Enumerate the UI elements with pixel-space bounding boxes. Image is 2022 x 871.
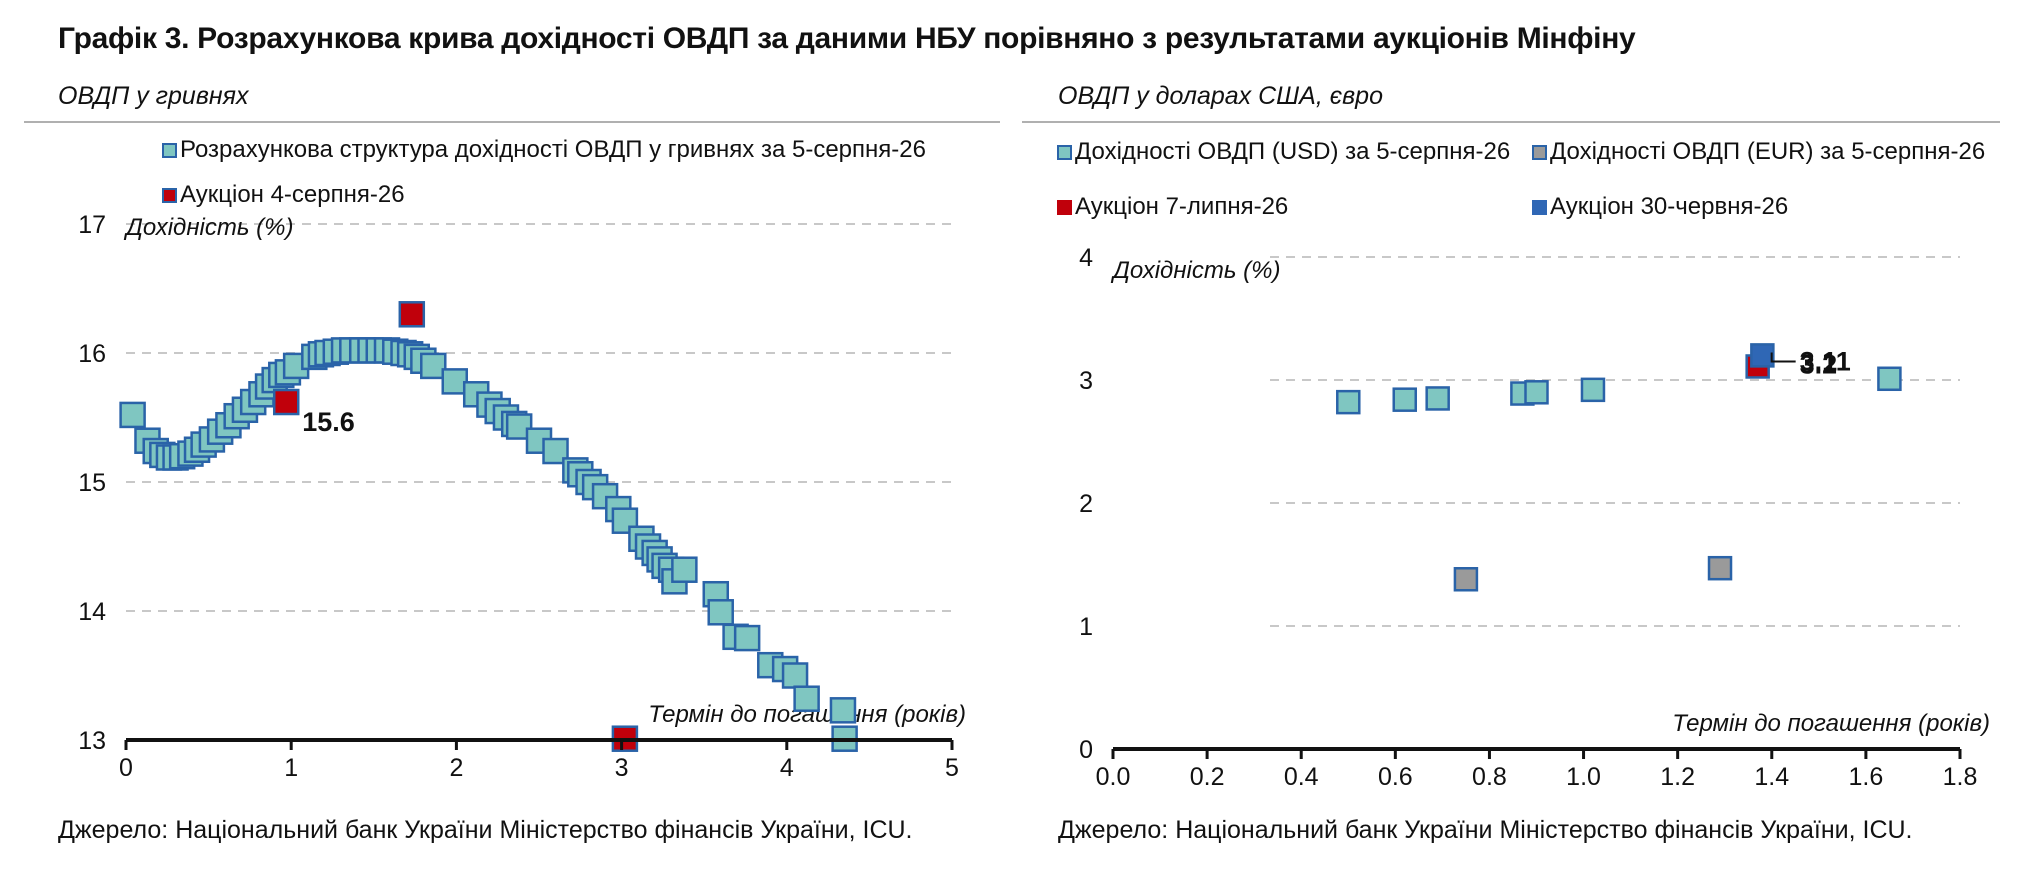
right-legend-item-june-auction: Аукціон 30-червня-26: [1532, 193, 1788, 221]
legend-swatch-blue: [1532, 199, 1547, 215]
x-axis-label: Термін до погашення (років): [1672, 710, 1990, 737]
data-point: [781, 662, 809, 689]
data-point: [1524, 380, 1549, 405]
data-point: [1453, 567, 1479, 592]
legend-swatch-red: [162, 187, 177, 203]
x-tick-label: 4: [780, 754, 794, 782]
data-label: 3.11: [1800, 346, 1851, 376]
data-point: [505, 413, 533, 440]
left-chart-subtitle: ОВДП у гривнях: [58, 82, 249, 110]
data-point: [1750, 343, 1775, 368]
legend-swatch-teal: [1057, 144, 1072, 160]
x-tick-label: 1.8: [1943, 763, 1978, 791]
right-legend-item-eur: Дохідності ОВДП (EUR) за 5-серпня-26: [1532, 138, 1985, 166]
legend-swatch-gray: [1532, 144, 1547, 160]
y-axis-label: Дохідність (%): [1110, 257, 1280, 284]
y-tick-label: 14: [78, 598, 106, 626]
data-point: [272, 388, 300, 416]
y-tick-label: 13: [78, 727, 106, 755]
y-tick-label: 16: [78, 340, 106, 368]
series-0: [119, 337, 858, 752]
left-legend-item-auction: Аукціон 4-серпня-26: [162, 181, 405, 209]
x-tick-label: 0: [119, 754, 133, 782]
legend-swatch-teal: [162, 142, 177, 158]
y-tick-label: 15: [78, 469, 106, 497]
y-tick-label: 2: [1079, 490, 1093, 518]
data-point: [733, 624, 761, 652]
right-legend-item-july-auction: Аукціон 7-липня-26: [1057, 193, 1288, 221]
x-tick-label: 3: [615, 754, 629, 782]
right-chart-subtitle: ОВДП у доларах США, євро: [1058, 82, 1383, 110]
y-tick-label: 3: [1079, 367, 1093, 395]
legend-label: Дохідності ОВДП (USD) за 5-серпня-26: [1075, 138, 1511, 165]
data-point: [1336, 389, 1361, 415]
legend-label: Аукціон 30-червня-26: [1550, 193, 1789, 220]
figure-title: Графік 3. Розрахункова крива дохідності …: [58, 22, 1636, 55]
y-tick-label: 0: [1079, 736, 1093, 764]
y-tick-label: 1: [1079, 613, 1093, 641]
legend-label: Дохідності ОВДП (EUR) за 5-серпня-26: [1550, 138, 1986, 165]
data-point: [1392, 387, 1417, 412]
y-tick-label: 17: [78, 211, 106, 239]
x-tick-label: 0.6: [1378, 763, 1413, 791]
x-tick-label: 1: [284, 754, 298, 782]
right-chart: 0 1 2 3 4 Дохідність (%) Термін до погашення (…: [1079, 244, 1990, 791]
left-legend-item-curve: Розрахункова структура дохідності ОВДП у…: [162, 136, 926, 164]
right-subtitle-rule: [1022, 121, 2000, 123]
data-point: [1877, 366, 1902, 392]
x-tick-label: 0.4: [1284, 763, 1319, 791]
data-point: [793, 685, 820, 712]
x-tick-label: 1.0: [1566, 763, 1601, 791]
right-legend-item-usd: Дохідності ОВДП (USD) за 5-серпня-26: [1057, 138, 1510, 166]
x-tick-label: 5: [945, 754, 959, 782]
data-point: [707, 599, 734, 626]
x-tick-label: 1.2: [1660, 763, 1695, 791]
legend-label: Аукціон 7-липня-26: [1075, 193, 1289, 220]
data-point: [1425, 386, 1450, 411]
data-label: 3.2: [1800, 349, 1838, 379]
x-tick-label: 1.6: [1849, 763, 1884, 791]
left-chart-source: Джерело: Національний банк України Мініс…: [58, 816, 913, 844]
series-0: [1336, 366, 1902, 415]
legend-label: Аукціон 4-серпня-26: [180, 181, 405, 208]
data-point: [420, 352, 447, 380]
series-3: [1750, 343, 1775, 368]
x-tick-label: 0.0: [1096, 763, 1131, 791]
x-tick-label: 2: [449, 754, 463, 782]
data-label: 15.6: [302, 407, 355, 437]
left-subtitle-rule: [24, 121, 1000, 123]
data-point: [398, 301, 426, 328]
legend-swatch-red: [1057, 199, 1072, 215]
series-1: [1453, 555, 1733, 592]
y-axis-label: Дохідність (%): [123, 214, 293, 241]
data-point: [829, 697, 857, 724]
data-point: [671, 556, 698, 583]
data-point: [1707, 555, 1733, 581]
right-chart-source: Джерело: Національний банк України Мініс…: [1058, 816, 1913, 844]
legend-label: Розрахункова структура дохідності ОВДП у…: [180, 136, 926, 163]
data-point: [1580, 377, 1606, 403]
data-label-leader: [1770, 352, 1796, 363]
y-tick-label: 4: [1079, 244, 1093, 272]
data-point: [119, 401, 146, 429]
x-tick-label: 1.4: [1754, 763, 1789, 791]
x-tick-label: 0.8: [1472, 763, 1507, 791]
x-tick-label: 0.2: [1190, 763, 1225, 791]
